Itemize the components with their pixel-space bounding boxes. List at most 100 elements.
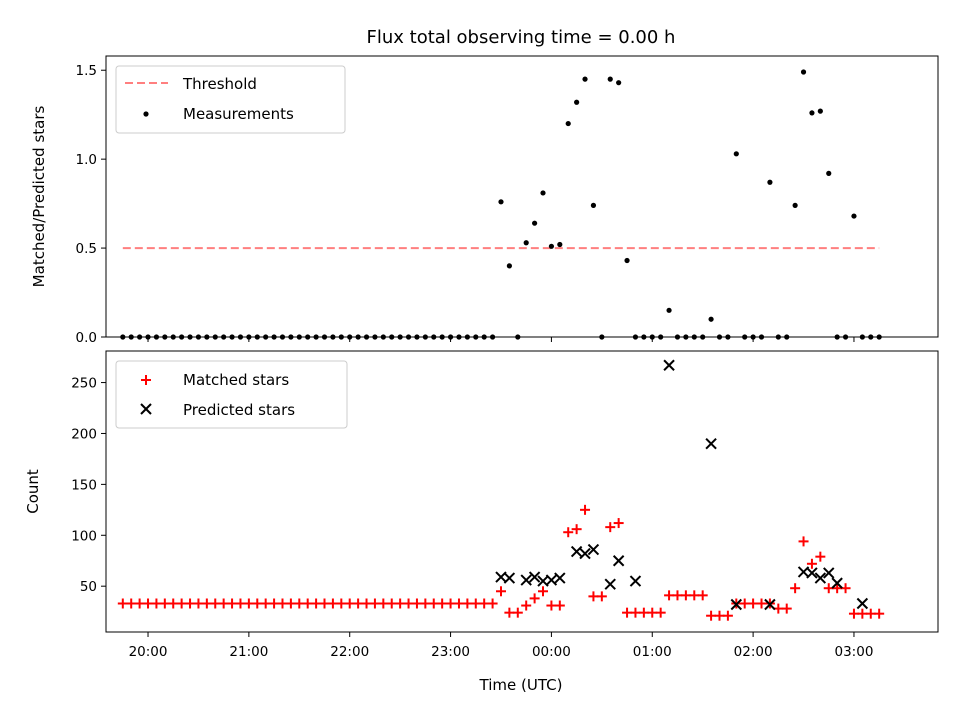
matched-point bbox=[798, 536, 809, 547]
predicted-point bbox=[612, 555, 625, 567]
matched-point bbox=[529, 593, 540, 604]
matched-point bbox=[353, 598, 364, 609]
measurement-point bbox=[767, 179, 773, 185]
matched-point bbox=[168, 598, 179, 609]
x-tick-label: 00:00 bbox=[532, 644, 571, 660]
matched-point bbox=[201, 598, 212, 609]
predicted-point bbox=[545, 574, 558, 586]
matched-point bbox=[706, 610, 717, 621]
predicted-point bbox=[604, 578, 616, 590]
x-tick-label: 22:00 bbox=[330, 644, 369, 660]
matched-point bbox=[336, 598, 347, 609]
measurement-point bbox=[817, 108, 823, 114]
matched-point bbox=[159, 598, 170, 609]
measurement-point bbox=[851, 213, 857, 219]
matched-point bbox=[277, 598, 288, 609]
matched-point bbox=[554, 600, 565, 611]
matched-point bbox=[714, 610, 725, 621]
legend-measurements-label: Measurements bbox=[183, 105, 294, 123]
matched-point bbox=[605, 522, 616, 533]
matched-point bbox=[848, 608, 859, 619]
y-tick-label: 1.0 bbox=[76, 152, 97, 168]
matched-point bbox=[504, 607, 515, 618]
matched-point bbox=[445, 598, 456, 609]
matched-point bbox=[428, 598, 439, 609]
matched-point bbox=[302, 598, 313, 609]
matched-point bbox=[512, 607, 523, 618]
matched-point bbox=[790, 583, 801, 594]
matched-point bbox=[580, 504, 591, 515]
legend-ratio-box bbox=[115, 65, 346, 134]
matched-point bbox=[748, 598, 759, 609]
predicted-point bbox=[554, 572, 566, 584]
predicted-point bbox=[856, 597, 869, 610]
measurement-point bbox=[548, 243, 555, 249]
matched-point bbox=[420, 598, 431, 609]
predicted-point bbox=[520, 574, 532, 586]
matched-point bbox=[823, 583, 834, 594]
matched-point bbox=[588, 591, 599, 602]
matched-point bbox=[815, 551, 826, 562]
y-tick-label: 0.5 bbox=[76, 241, 97, 257]
matched-point bbox=[806, 558, 817, 569]
y-tick-label: 200 bbox=[71, 426, 97, 442]
x-tick-label: 23:00 bbox=[431, 644, 470, 660]
matched-point bbox=[235, 598, 246, 609]
matched-point bbox=[134, 598, 145, 609]
x-tick-label: 20:00 bbox=[129, 644, 168, 660]
matched-point bbox=[865, 608, 876, 619]
matched-point bbox=[218, 598, 229, 609]
matched-point bbox=[563, 527, 574, 538]
legend-ratio: Threshold Measurements bbox=[115, 65, 346, 134]
matched-point bbox=[521, 600, 532, 611]
panel-ratio-series bbox=[120, 69, 882, 340]
matched-point bbox=[680, 590, 691, 601]
matched-point bbox=[269, 598, 280, 609]
measurement-point bbox=[582, 76, 588, 82]
matched-point bbox=[479, 598, 490, 609]
measurement-point bbox=[506, 263, 512, 269]
predicted-point bbox=[579, 547, 591, 560]
legend-measurements-swatch bbox=[143, 111, 149, 117]
matched-point bbox=[722, 610, 733, 621]
matched-point bbox=[117, 598, 128, 609]
panel-ratio-ylabel: Matched/Predicted stars bbox=[30, 106, 48, 288]
matched-point bbox=[285, 598, 296, 609]
measurement-point bbox=[607, 76, 613, 82]
matched-point bbox=[462, 598, 473, 609]
x-axis-label: Time (UTC) bbox=[479, 676, 563, 694]
matched-point bbox=[176, 598, 187, 609]
matched-point bbox=[319, 598, 330, 609]
predicted-point bbox=[730, 598, 743, 611]
y-tick-label: 250 bbox=[71, 376, 97, 392]
measurement-point bbox=[532, 220, 538, 226]
matched-point bbox=[185, 598, 196, 609]
predicted-point bbox=[806, 567, 818, 579]
measurement-point bbox=[826, 170, 832, 176]
y-tick-label: 100 bbox=[71, 528, 97, 544]
measurement-point bbox=[557, 241, 563, 248]
measurement-point bbox=[498, 199, 504, 205]
matched-point bbox=[647, 607, 658, 618]
matched-point bbox=[840, 583, 851, 594]
matched-point bbox=[613, 518, 624, 529]
matched-point bbox=[832, 583, 843, 594]
matched-point bbox=[697, 590, 708, 601]
matched-point bbox=[622, 607, 633, 618]
matched-point bbox=[126, 598, 137, 609]
matched-point bbox=[538, 586, 549, 597]
measurement-point bbox=[523, 240, 529, 246]
legend-predicted-label: Predicted stars bbox=[183, 401, 295, 419]
measurement-point bbox=[809, 110, 815, 116]
matched-point bbox=[495, 586, 506, 597]
y-tick-label: 150 bbox=[71, 477, 97, 493]
x-tick-label: 01:00 bbox=[633, 644, 672, 660]
measurement-point bbox=[616, 80, 622, 86]
measurement-point bbox=[590, 202, 597, 208]
matched-point bbox=[386, 598, 397, 609]
panel-count-series bbox=[117, 359, 885, 621]
matched-point bbox=[638, 607, 649, 618]
matched-point bbox=[453, 598, 464, 609]
matched-point bbox=[857, 608, 868, 619]
